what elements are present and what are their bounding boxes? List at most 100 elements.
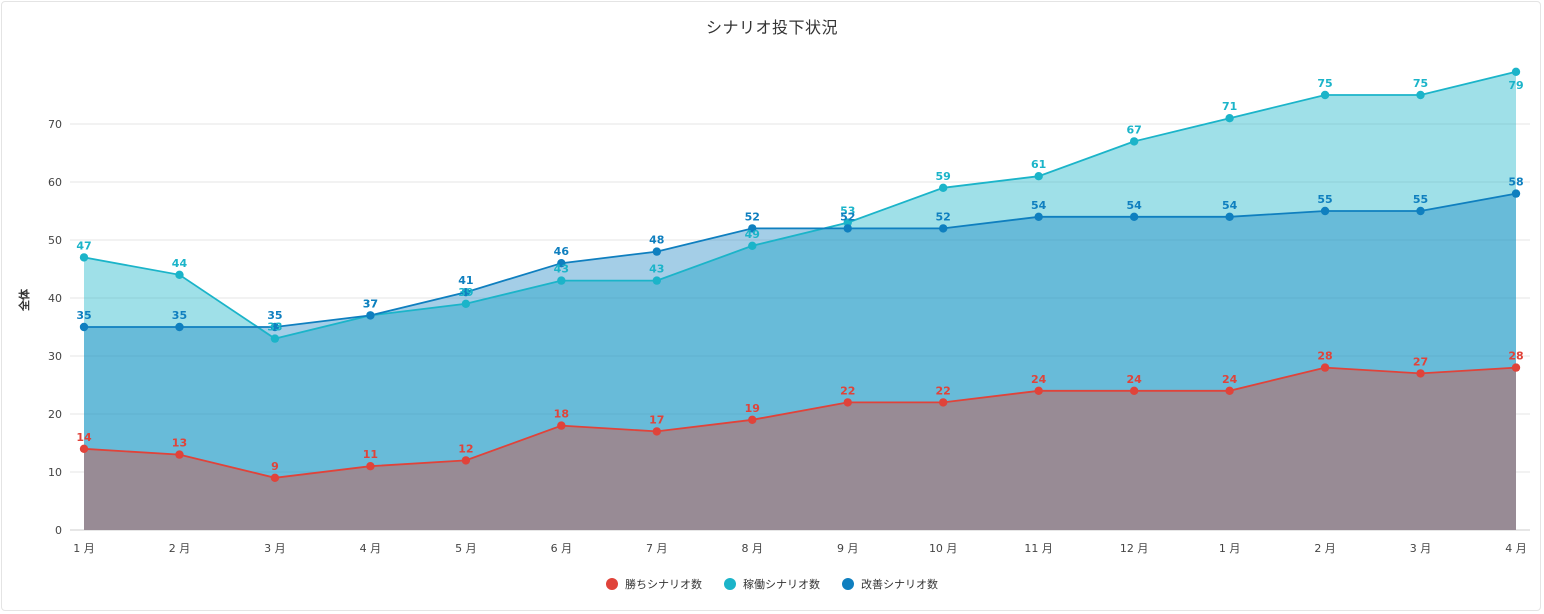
kadou-data-label: 59: [936, 170, 951, 183]
kachi-data-label: 24: [1031, 373, 1047, 386]
kachi-data-label: 22: [840, 384, 855, 397]
kadou-point: [270, 334, 280, 343]
kachi-point: [175, 450, 184, 459]
kadou-data-label: 49: [745, 228, 760, 241]
kaizen-point: [748, 224, 757, 233]
kaizen-data-label: 35: [267, 309, 282, 322]
x-tick-label: 2 月: [169, 542, 191, 555]
kachi-data-label: 13: [172, 437, 187, 450]
y-tick-label: 40: [48, 292, 62, 305]
kaizen-point: [1225, 212, 1234, 221]
x-tick-label: 6 月: [551, 542, 573, 555]
y-tick-label: 0: [55, 524, 62, 537]
kachi-data-label: 24: [1222, 373, 1238, 386]
kadou-data-label: 44: [172, 257, 188, 270]
x-tick-label: 3 月: [1410, 542, 1432, 555]
kachi-point: [270, 473, 280, 482]
legend-swatch: [724, 578, 736, 590]
legend: 勝ちシナリオ数 稼働シナリオ数 改善シナリオ数: [0, 576, 1544, 592]
kaizen-point: [939, 224, 948, 233]
kachi-data-label: 28: [1508, 350, 1523, 363]
kachi-line: [83, 366, 1517, 479]
x-tick-label: 2 月: [1314, 542, 1336, 555]
kaizen-data-label: 35: [172, 309, 187, 322]
x-tick-label: 3 月: [264, 542, 286, 555]
kadou-point: [461, 299, 471, 308]
legend-item[interactable]: 稼働シナリオ数: [724, 576, 820, 592]
kaizen-data-label: 58: [1508, 176, 1523, 189]
kaizen-point: [1320, 206, 1330, 216]
kachi-data-label: 17: [649, 413, 664, 426]
kadou-point: [1034, 172, 1043, 181]
kadou-data-label: 61: [1031, 158, 1046, 171]
x-tick-label: 1 月: [73, 542, 95, 555]
y-tick-label: 20: [48, 408, 62, 421]
kaizen-data-label: 52: [840, 210, 855, 223]
legend-swatch: [606, 578, 618, 590]
kaizen-point: [557, 259, 566, 268]
y-tick-label: 10: [48, 466, 62, 479]
kadou-data-label: 75: [1413, 77, 1428, 90]
kaizen-data-label: 54: [1031, 199, 1047, 212]
kadou-point: [1320, 90, 1330, 100]
kadou-point: [1129, 137, 1139, 146]
kachi-data-label: 24: [1126, 373, 1142, 386]
legend-label: 稼働シナリオ数: [743, 578, 820, 591]
legend-item[interactable]: 勝ちシナリオ数: [606, 576, 702, 592]
kadou-point: [79, 253, 89, 262]
kadou-point: [1511, 67, 1521, 77]
kadou-data-label: 47: [76, 239, 91, 252]
kaizen-data-label: 54: [1222, 199, 1238, 212]
kaizen-point: [1511, 189, 1521, 198]
kachi-point: [1129, 386, 1139, 395]
kachi-point: [1320, 363, 1330, 372]
kaizen-point: [461, 288, 471, 297]
x-tick-label: 10 月: [929, 542, 958, 555]
kadou-point: [748, 241, 757, 250]
legend-label: 勝ちシナリオ数: [625, 578, 702, 591]
kaizen-data-label: 54: [1126, 199, 1142, 212]
y-tick-label: 60: [48, 176, 62, 189]
kadou-point: [1225, 114, 1234, 123]
x-tick-label: 8 月: [742, 542, 764, 555]
kachi-point: [1225, 386, 1234, 395]
x-tick-label: 1 月: [1219, 542, 1241, 555]
kachi-data-label: 9: [271, 460, 279, 473]
kaizen-data-label: 52: [745, 210, 760, 223]
kaizen-point: [843, 224, 852, 233]
kachi-point: [939, 398, 948, 407]
kadou-point: [939, 183, 948, 192]
kaizen-data-label: 52: [936, 210, 951, 223]
kachi-point: [79, 444, 89, 453]
legend-label: 改善シナリオ数: [861, 578, 938, 591]
kaizen-data-label: 41: [458, 274, 473, 287]
kachi-data-label: 14: [76, 431, 92, 444]
kaizen-data-label: 46: [554, 245, 570, 258]
kaizen-point: [175, 322, 184, 332]
kadou-data-label: 53: [840, 205, 855, 218]
kaizen-point: [1129, 212, 1139, 221]
kaizen-point: [366, 311, 375, 320]
x-tick-label: 11 月: [1024, 542, 1053, 555]
kachi-point: [557, 421, 566, 430]
x-tick-label: 4 月: [1505, 542, 1527, 555]
y-tick-label: 30: [48, 350, 62, 363]
kachi-data-label: 19: [745, 402, 760, 415]
legend-item[interactable]: 改善シナリオ数: [842, 576, 938, 592]
kachi-area: [84, 367, 1516, 530]
y-axis-label: 全体: [17, 288, 31, 312]
kaizen-point: [79, 322, 89, 332]
series-points: [79, 67, 1521, 482]
kaizen-point: [1034, 212, 1043, 221]
x-tick-label: 9 月: [837, 542, 859, 555]
kachi-point: [1511, 363, 1521, 372]
kachi-data-label: 28: [1317, 350, 1332, 363]
kachi-data-label: 12: [458, 442, 473, 455]
x-tick-label: 12 月: [1120, 542, 1149, 555]
kachi-point: [843, 398, 852, 407]
series-areas: [84, 71, 1516, 531]
kaizen-point: [652, 247, 661, 256]
kaizen-data-label: 55: [1317, 193, 1332, 206]
